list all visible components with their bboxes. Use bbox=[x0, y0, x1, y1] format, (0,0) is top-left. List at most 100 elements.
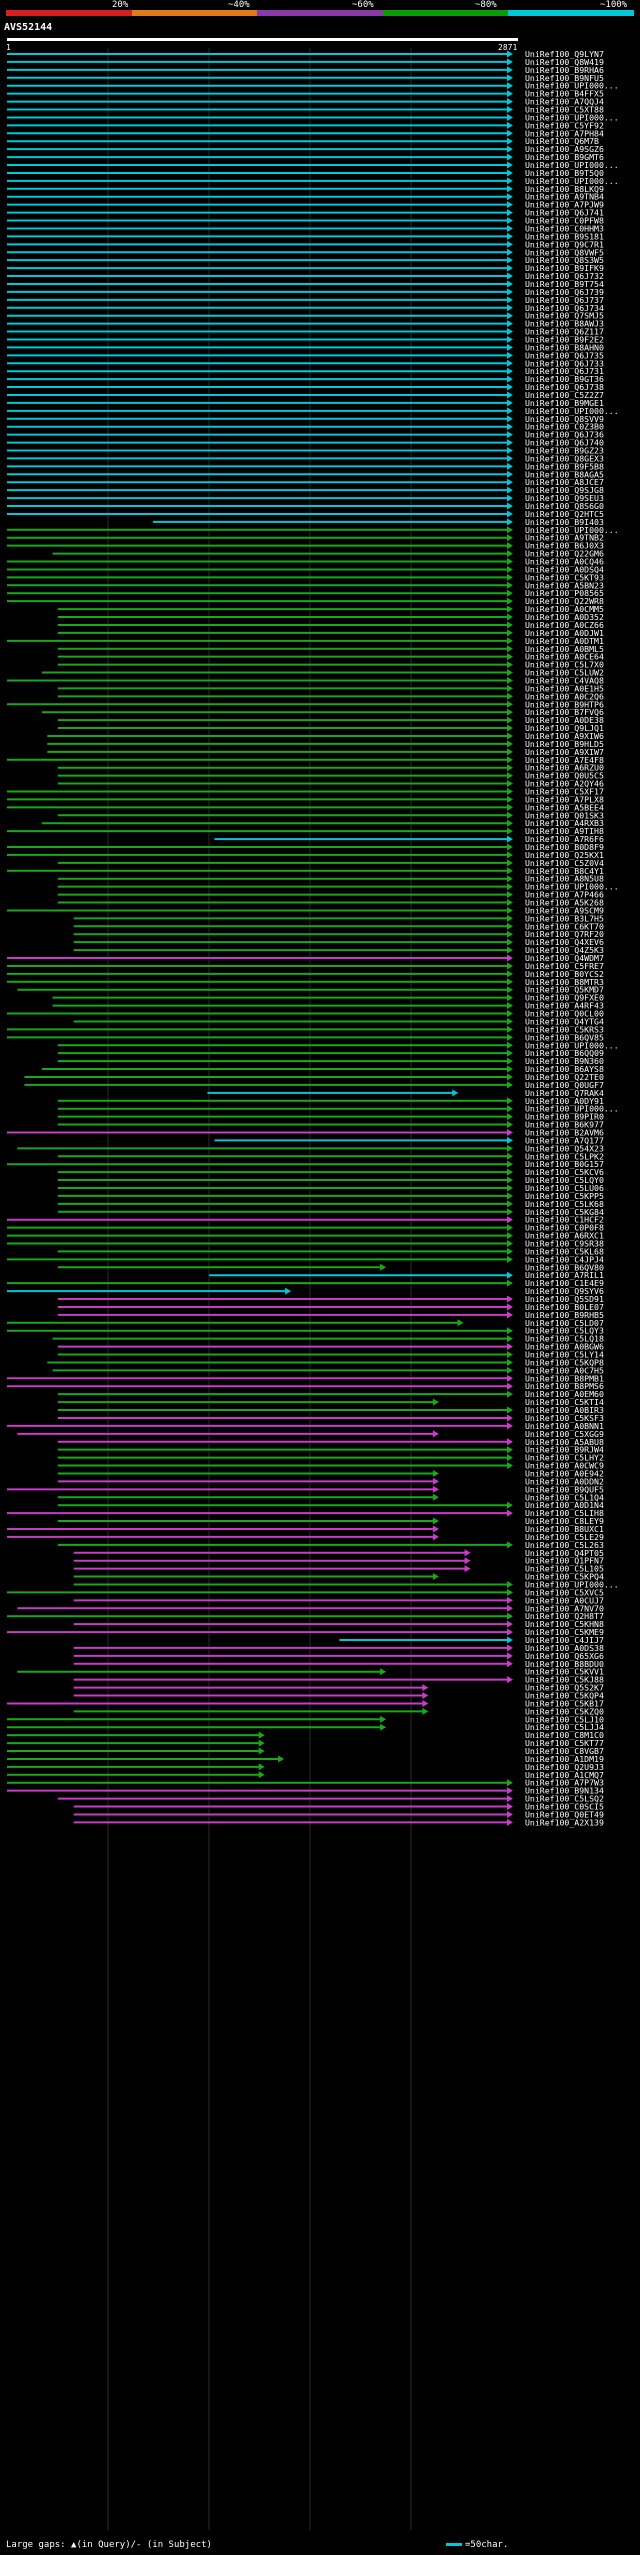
hit-label[interactable]: UniRef100_B8UXC1 bbox=[525, 1524, 604, 1534]
hit-label[interactable]: UniRef100_Q6J736 bbox=[525, 430, 604, 440]
hit-label[interactable]: UniRef100_Q5S2K7 bbox=[525, 1683, 604, 1693]
hit-label[interactable]: UniRef100_C1HCF2 bbox=[525, 1215, 604, 1225]
hit-label[interactable]: UniRef100_A0CUJ7 bbox=[525, 1595, 604, 1605]
hit-label[interactable]: UniRef100_C5KTI4 bbox=[525, 1397, 604, 1407]
hit-label[interactable]: UniRef100_C5LJJ4 bbox=[525, 1722, 604, 1732]
hit-label[interactable]: UniRef100_B8LKQ9 bbox=[525, 184, 604, 194]
hit-label[interactable]: UniRef100_C0HHM3 bbox=[525, 223, 604, 233]
hit-label[interactable]: UniRef100_Q65XG6 bbox=[525, 1651, 604, 1661]
hit-label[interactable]: UniRef100_C5XGG9 bbox=[525, 1429, 604, 1439]
hit-label[interactable]: UniRef100_C5YF92 bbox=[525, 120, 604, 130]
hit-label[interactable]: UniRef100_B6QQ09 bbox=[525, 1048, 604, 1058]
hit-label[interactable]: UniRef100_C0P0F8 bbox=[525, 1223, 604, 1233]
hit-label[interactable]: UniRef100_B9F2E2 bbox=[525, 334, 604, 344]
hit-label[interactable]: UniRef100_C5LK68 bbox=[525, 1199, 604, 1209]
hit-label[interactable]: UniRef100_A7E4F8 bbox=[525, 755, 604, 765]
hit-label[interactable]: UniRef100_C6KT70 bbox=[525, 921, 604, 931]
hit-label[interactable]: UniRef100_B9T754 bbox=[525, 279, 604, 289]
hit-label[interactable]: UniRef100_A0CMM5 bbox=[525, 604, 604, 614]
hit-label[interactable]: UniRef100_UPI000... bbox=[525, 176, 619, 186]
hit-label[interactable]: UniRef100_A6RZU0 bbox=[525, 763, 604, 773]
hit-label[interactable]: UniRef100_B9I403 bbox=[525, 517, 604, 527]
hit-label[interactable]: UniRef100_B7FVQ6 bbox=[525, 707, 604, 717]
hit-label[interactable]: UniRef100_B0G157 bbox=[525, 1159, 604, 1169]
hit-label[interactable]: UniRef100_B9PIR0 bbox=[525, 1112, 604, 1122]
hit-label[interactable]: UniRef100_A0DJW1 bbox=[525, 628, 604, 638]
hit-label[interactable]: UniRef100_A0C7H5 bbox=[525, 1365, 604, 1375]
hit-label[interactable]: UniRef100_UPI000... bbox=[525, 81, 619, 91]
hit-label[interactable]: UniRef100_Q2H8T7 bbox=[525, 1611, 604, 1621]
hit-label[interactable]: UniRef100_Q4XEV6 bbox=[525, 937, 604, 947]
hit-label[interactable]: UniRef100_Q8SVV9 bbox=[525, 414, 604, 424]
hit-label[interactable]: UniRef100_A0DE38 bbox=[525, 715, 604, 725]
hit-label[interactable]: UniRef100_B8C4Y1 bbox=[525, 866, 604, 876]
hit-label[interactable]: UniRef100_Q54X23 bbox=[525, 1143, 604, 1153]
hit-label[interactable]: UniRef100_C5LHY2 bbox=[525, 1453, 604, 1463]
hit-label[interactable]: UniRef100_A0D1N4 bbox=[525, 1500, 604, 1510]
hit-label[interactable]: UniRef100_B0D8F9 bbox=[525, 842, 604, 852]
hit-label[interactable]: UniRef100_Q8S6G0 bbox=[525, 501, 604, 511]
hit-label[interactable]: UniRef100_Q4YTG4 bbox=[525, 1016, 604, 1026]
hit-label[interactable]: UniRef100_B9HTP6 bbox=[525, 699, 604, 709]
hit-label[interactable]: UniRef100_Q22TE0 bbox=[525, 1072, 604, 1082]
hit-label[interactable]: UniRef100_C5Z2Z7 bbox=[525, 390, 604, 400]
hit-label[interactable]: UniRef100_A1CMQ7 bbox=[525, 1770, 604, 1780]
hit-label[interactable]: UniRef100_A5BEE4 bbox=[525, 802, 604, 812]
hit-label[interactable]: UniRef100_Q2HTC5 bbox=[525, 509, 604, 519]
hit-label[interactable]: UniRef100_A0D352 bbox=[525, 612, 604, 622]
hit-label[interactable]: UniRef100_Q4Z5K3 bbox=[525, 945, 604, 955]
hit-label[interactable]: UniRef100_UPI000... bbox=[525, 525, 619, 535]
hit-label[interactable]: UniRef100_C5LY14 bbox=[525, 1350, 604, 1360]
hit-label[interactable]: UniRef100_Q7RAK4 bbox=[525, 1088, 604, 1098]
hit-label[interactable]: UniRef100_C5LD07 bbox=[525, 1318, 604, 1328]
hit-label[interactable]: UniRef100_A5ABU8 bbox=[525, 1437, 604, 1447]
hit-label[interactable]: UniRef100_Q6J737 bbox=[525, 295, 604, 305]
hit-label[interactable]: UniRef100_Q6M7B bbox=[525, 136, 599, 146]
hit-label[interactable]: UniRef100_B9GT36 bbox=[525, 374, 604, 384]
hit-label[interactable]: UniRef100_C5KCV6 bbox=[525, 1167, 604, 1177]
hit-label[interactable]: UniRef100_Q5SD91 bbox=[525, 1294, 604, 1304]
hit-label[interactable]: UniRef100_C5KT77 bbox=[525, 1738, 604, 1748]
hit-label[interactable]: UniRef100_C8LEY9 bbox=[525, 1516, 604, 1526]
hit-label[interactable]: UniRef100_C5KQP8 bbox=[525, 1357, 604, 1367]
hit-label[interactable]: UniRef100_UPI000... bbox=[525, 160, 619, 170]
hit-label[interactable]: UniRef100_A7PJW9 bbox=[525, 200, 604, 210]
hit-label[interactable]: UniRef100_C5L7X0 bbox=[525, 660, 604, 670]
hit-label[interactable]: UniRef100_Q9LJQ1 bbox=[525, 723, 604, 733]
hit-label[interactable]: UniRef100_Q9LYN7 bbox=[525, 49, 604, 59]
hit-label[interactable]: UniRef100_Q0UGF7 bbox=[525, 1080, 604, 1090]
hit-label[interactable]: UniRef100_A7P466 bbox=[525, 890, 604, 900]
hit-label[interactable]: UniRef100_A7PH84 bbox=[525, 128, 604, 138]
hit-label[interactable]: UniRef100_A9TNB2 bbox=[525, 533, 604, 543]
hit-label[interactable]: UniRef100_B8AHN0 bbox=[525, 342, 604, 352]
hit-label[interactable]: UniRef100_A0E942 bbox=[525, 1468, 604, 1478]
hit-label[interactable]: UniRef100_A0BML5 bbox=[525, 644, 604, 654]
hit-label[interactable]: UniRef100_A5BN23 bbox=[525, 580, 604, 590]
hit-label[interactable]: UniRef100_Q6J735 bbox=[525, 350, 604, 360]
hit-label[interactable]: UniRef100_A0DS38 bbox=[525, 1643, 604, 1653]
hit-label[interactable]: UniRef100_Q6J731 bbox=[525, 366, 604, 376]
hit-label[interactable]: UniRef100_A7Q177 bbox=[525, 1135, 604, 1145]
hit-label[interactable]: UniRef100_B9N360 bbox=[525, 1056, 604, 1066]
hit-label[interactable]: UniRef100_A9SGZ6 bbox=[525, 144, 604, 154]
hit-label[interactable]: UniRef100_C5XF17 bbox=[525, 786, 604, 796]
hit-label[interactable]: UniRef100_A0EM60 bbox=[525, 1389, 604, 1399]
hit-label[interactable]: UniRef100_C5LJ10 bbox=[525, 1714, 604, 1724]
hit-label[interactable]: UniRef100_Q9SYV6 bbox=[525, 1286, 604, 1296]
hit-label[interactable]: UniRef100_C5KHN8 bbox=[525, 1619, 604, 1629]
hit-label[interactable]: UniRef100_C5KRS3 bbox=[525, 1024, 604, 1034]
hit-label[interactable]: UniRef100_B8MTR3 bbox=[525, 977, 604, 987]
hit-label[interactable]: UniRef100_B9N134 bbox=[525, 1786, 604, 1796]
hit-label[interactable]: UniRef100_B6J0X3 bbox=[525, 541, 604, 551]
hit-label[interactable]: UniRef100_C5Z0V4 bbox=[525, 858, 604, 868]
hit-label[interactable]: UniRef100_Q8W419 bbox=[525, 57, 604, 67]
hit-label[interactable]: UniRef100_Q2U9J3 bbox=[525, 1762, 604, 1772]
hit-label[interactable]: UniRef100_C5KJ88 bbox=[525, 1675, 604, 1685]
hit-label[interactable]: UniRef100_Q1PFN7 bbox=[525, 1556, 604, 1566]
hit-label[interactable]: UniRef100_C5KPP5 bbox=[525, 1191, 604, 1201]
hit-label[interactable]: UniRef100_B9MGE1 bbox=[525, 398, 604, 408]
hit-label[interactable]: UniRef100_C5KG84 bbox=[525, 1207, 604, 1217]
hit-label[interactable]: UniRef100_C0PFW8 bbox=[525, 216, 604, 226]
hit-label[interactable]: UniRef100_Q8GEX3 bbox=[525, 453, 604, 463]
hit-label[interactable]: UniRef100_B6QV80 bbox=[525, 1262, 604, 1272]
